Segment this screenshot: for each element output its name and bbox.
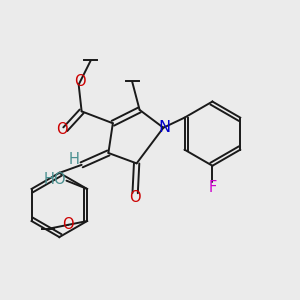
Text: H: H	[44, 172, 55, 187]
Text: O: O	[129, 190, 141, 205]
Text: F: F	[209, 180, 217, 195]
Text: N: N	[159, 120, 171, 135]
Text: O: O	[62, 217, 74, 232]
Text: O: O	[56, 122, 68, 137]
Text: O: O	[74, 74, 86, 88]
Text: O: O	[53, 172, 65, 187]
Text: H: H	[69, 152, 80, 167]
